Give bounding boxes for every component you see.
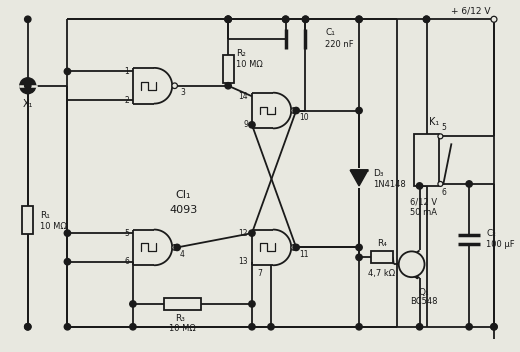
- Text: 7: 7: [257, 269, 262, 278]
- Circle shape: [399, 251, 424, 277]
- Text: + 6/12 V: + 6/12 V: [451, 7, 491, 16]
- Circle shape: [282, 16, 289, 23]
- Text: 2: 2: [124, 95, 129, 105]
- Text: 220 nF: 220 nF: [326, 39, 354, 49]
- Text: D₃: D₃: [373, 169, 383, 177]
- Circle shape: [291, 245, 296, 250]
- Circle shape: [291, 108, 296, 113]
- Text: R₄: R₄: [377, 239, 387, 248]
- Text: 13: 13: [238, 257, 248, 266]
- Text: 4093: 4093: [170, 205, 198, 215]
- Text: 100 µF: 100 µF: [486, 240, 515, 249]
- Text: 10: 10: [299, 113, 309, 122]
- Circle shape: [24, 83, 31, 89]
- Polygon shape: [350, 170, 368, 186]
- Bar: [371, 251, 393, 263]
- Circle shape: [356, 254, 362, 260]
- Circle shape: [64, 230, 71, 236]
- Circle shape: [417, 323, 423, 330]
- Circle shape: [356, 107, 362, 114]
- Bar: [22, 206, 33, 233]
- Text: R₂: R₂: [236, 50, 246, 58]
- Circle shape: [356, 323, 362, 330]
- Text: 5: 5: [441, 123, 446, 132]
- Text: 3: 3: [180, 88, 185, 97]
- Text: K₁: K₁: [430, 118, 440, 127]
- Circle shape: [129, 323, 136, 330]
- Circle shape: [249, 122, 255, 128]
- Circle shape: [491, 323, 497, 330]
- Bar: [413, 134, 439, 186]
- Text: 4: 4: [180, 250, 185, 259]
- Bar: [223, 55, 233, 83]
- Text: 14: 14: [238, 92, 248, 101]
- Circle shape: [491, 16, 497, 22]
- Circle shape: [225, 16, 231, 23]
- Circle shape: [24, 323, 31, 330]
- Text: X₁: X₁: [22, 99, 33, 109]
- Text: Q₁: Q₁: [418, 288, 429, 296]
- Circle shape: [356, 16, 362, 23]
- Circle shape: [174, 244, 180, 251]
- Circle shape: [438, 134, 443, 139]
- Circle shape: [249, 230, 255, 236]
- Circle shape: [225, 83, 231, 89]
- Circle shape: [225, 16, 231, 23]
- Text: 6/12 V: 6/12 V: [410, 197, 437, 206]
- Circle shape: [417, 183, 423, 189]
- Circle shape: [225, 16, 231, 23]
- Circle shape: [293, 107, 300, 114]
- Text: 5: 5: [124, 229, 129, 238]
- Text: 10 MΩ: 10 MΩ: [236, 61, 263, 69]
- Bar: [164, 298, 201, 310]
- Circle shape: [302, 16, 309, 23]
- Text: C₁: C₁: [326, 28, 335, 37]
- Circle shape: [423, 16, 430, 23]
- Circle shape: [64, 68, 71, 75]
- Circle shape: [249, 323, 255, 330]
- Text: 4,7 kΩ: 4,7 kΩ: [368, 269, 395, 278]
- Circle shape: [20, 78, 36, 94]
- Text: 12: 12: [239, 229, 248, 238]
- Circle shape: [356, 244, 362, 251]
- Circle shape: [249, 301, 255, 307]
- Circle shape: [356, 16, 362, 23]
- Circle shape: [24, 16, 31, 23]
- Circle shape: [268, 323, 274, 330]
- Circle shape: [491, 323, 497, 330]
- Text: 1: 1: [124, 67, 129, 76]
- Circle shape: [466, 323, 472, 330]
- Circle shape: [129, 301, 136, 307]
- Text: R₁: R₁: [40, 211, 49, 220]
- Text: 6: 6: [441, 188, 446, 197]
- Circle shape: [423, 16, 430, 23]
- Circle shape: [302, 16, 309, 23]
- Circle shape: [172, 245, 177, 250]
- Text: 10 MΩ: 10 MΩ: [40, 222, 67, 231]
- Circle shape: [466, 181, 472, 187]
- Circle shape: [172, 83, 177, 88]
- Circle shape: [24, 323, 31, 330]
- Text: 6: 6: [124, 257, 129, 266]
- Text: R₃: R₃: [176, 314, 186, 323]
- Text: 50 mA: 50 mA: [410, 208, 437, 217]
- Text: 10 MΩ: 10 MΩ: [169, 324, 196, 333]
- Text: BC548: BC548: [410, 297, 437, 307]
- Circle shape: [293, 244, 300, 251]
- Circle shape: [64, 323, 71, 330]
- Text: 9: 9: [243, 120, 248, 129]
- Text: 11: 11: [299, 250, 309, 259]
- Circle shape: [438, 181, 443, 187]
- Text: 1N4148: 1N4148: [373, 181, 406, 189]
- Circle shape: [282, 16, 289, 23]
- Text: CI₁: CI₁: [176, 190, 191, 200]
- Text: C₂: C₂: [486, 229, 496, 238]
- Circle shape: [64, 258, 71, 265]
